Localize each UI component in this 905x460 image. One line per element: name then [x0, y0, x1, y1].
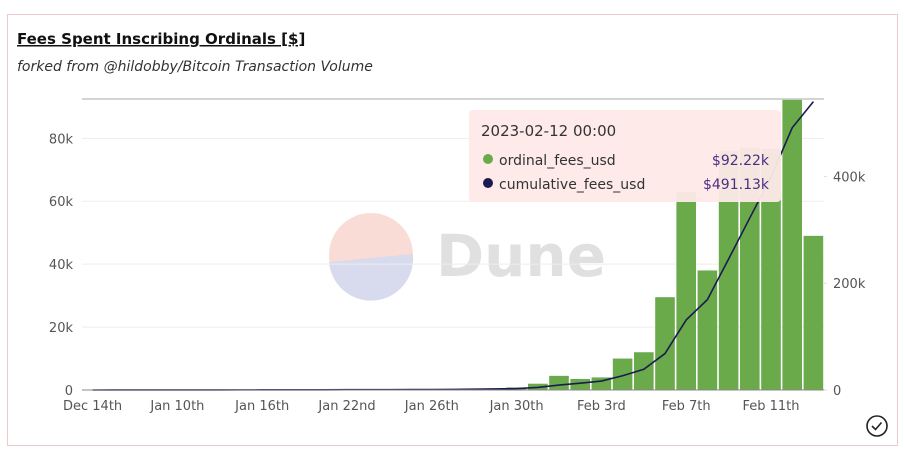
- y-tick-label: 60k: [49, 195, 74, 210]
- x-tick-label: Feb 3rd: [577, 399, 626, 414]
- watermark: Dune: [329, 213, 606, 301]
- x-tick-label: Jan 16th: [234, 399, 289, 414]
- y2-tick-label: 400k: [833, 170, 866, 185]
- x-tick-label: Jan 10th: [149, 399, 204, 414]
- chart-subtitle: forked from @hildobby/Bitcoin Transactio…: [17, 59, 373, 75]
- bar: [676, 192, 696, 390]
- y-tick-label: 0: [65, 384, 73, 399]
- y-tick-label: 80k: [49, 132, 74, 147]
- tooltip: 2023-02-12 00:00 ordinal_fees_usd $92.22k…: [469, 110, 781, 202]
- x-tick-label: Feb 7th: [662, 399, 711, 414]
- tooltip-dot: [483, 178, 493, 188]
- tooltip-title: 2023-02-12 00:00: [481, 122, 616, 140]
- chart-title: Fees Spent Inscribing Ordinals [$]: [17, 30, 305, 48]
- y-tick-label: 40k: [49, 258, 74, 273]
- x-tick-label: Feb 11th: [742, 399, 799, 414]
- tooltip-series-name: ordinal_fees_usd: [499, 153, 616, 169]
- x-tick-label: Jan 26th: [404, 399, 459, 414]
- bar: [804, 236, 824, 390]
- tooltip-dot: [483, 154, 493, 164]
- y-tick-label: 20k: [49, 321, 74, 336]
- x-tick-label: Jan 30th: [489, 399, 544, 414]
- x-tick-label: Dec 14th: [63, 399, 122, 414]
- tooltip-value: $491.13k: [703, 177, 770, 193]
- tooltip-value: $92.22k: [712, 153, 770, 169]
- watermark-text: Dune: [436, 222, 606, 290]
- x-tick-label: Jan 22nd: [317, 399, 375, 414]
- y2-tick-label: 0: [833, 384, 841, 399]
- bar: [549, 376, 569, 390]
- y2-tick-label: 200k: [833, 277, 866, 292]
- bar: [698, 270, 718, 390]
- tooltip-series-name: cumulative_fees_usd: [499, 177, 645, 193]
